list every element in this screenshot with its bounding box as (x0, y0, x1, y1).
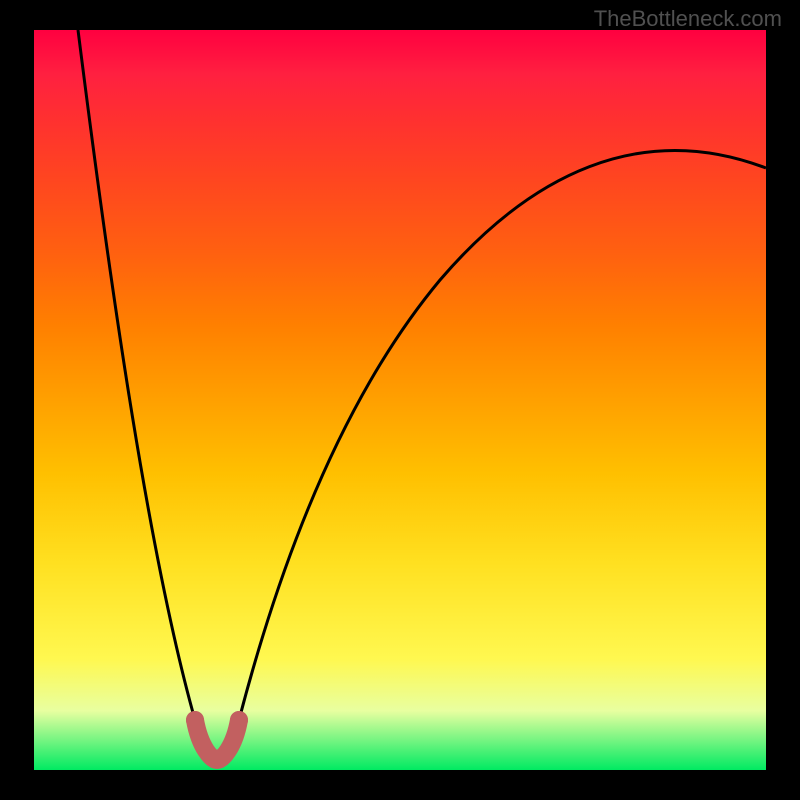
chart-container: TheBottleneck.com (0, 0, 800, 800)
curve-left-branch (78, 30, 195, 720)
curve-layer (0, 0, 800, 800)
watermark-text: TheBottleneck.com (594, 6, 782, 32)
valley-marker-dot-left (186, 711, 204, 729)
valley-marker-dot-right (230, 711, 248, 729)
curve-right-branch (239, 150, 766, 720)
